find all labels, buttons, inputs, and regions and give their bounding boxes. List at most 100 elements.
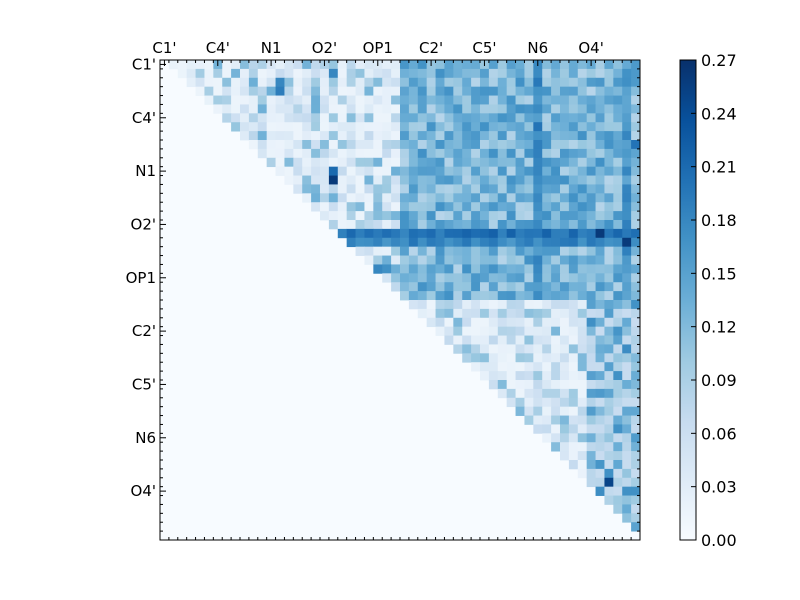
heatmap-cell <box>622 95 632 105</box>
heatmap-cell <box>595 415 605 425</box>
heatmap-cell <box>462 255 472 265</box>
heatmap-cell <box>444 193 454 203</box>
heatmap-cell <box>400 237 410 248</box>
heatmap-cell <box>462 131 472 141</box>
heatmap-cell <box>497 282 508 292</box>
heatmap-cell <box>622 255 632 265</box>
heatmap-cell <box>560 246 570 256</box>
heatmap-cell <box>480 77 490 88</box>
heatmap-cell <box>391 211 401 221</box>
heatmap-cell <box>444 184 454 194</box>
heatmap-cell <box>586 362 596 372</box>
heatmap-cell <box>462 113 472 123</box>
heatmap-cell <box>311 86 321 96</box>
heatmap-cell <box>631 255 641 265</box>
heatmap-cell <box>622 371 632 381</box>
heatmap-cell <box>533 184 543 194</box>
heatmap-cell <box>551 371 561 381</box>
heatmap-cell <box>622 468 632 479</box>
heatmap-cell <box>631 522 641 532</box>
heatmap-cell <box>320 211 330 221</box>
heatmap-cell <box>480 157 490 168</box>
heatmap-cell <box>302 95 312 105</box>
heatmap-cell <box>497 317 508 328</box>
colorbar-tick-label: 0.27 <box>701 51 737 70</box>
heatmap-cell <box>604 175 614 185</box>
heatmap-cell <box>373 166 383 176</box>
heatmap-cell <box>613 460 623 470</box>
heatmap-cell <box>471 175 481 185</box>
heatmap-cell <box>408 228 419 239</box>
heatmap-cell <box>480 237 490 248</box>
heatmap-cell <box>462 291 472 301</box>
heatmap-cell <box>622 477 632 488</box>
heatmap-cell <box>560 60 570 70</box>
heatmap-cell <box>506 104 516 114</box>
heatmap-cell <box>497 86 508 96</box>
heatmap-cell <box>213 104 223 114</box>
heatmap-cell <box>328 68 339 79</box>
heatmap-cell <box>622 317 632 328</box>
heatmap-cell <box>444 237 454 248</box>
heatmap-cell <box>560 424 570 434</box>
heatmap-cell <box>355 113 365 123</box>
heatmap-cell <box>524 397 534 408</box>
heatmap-cell <box>524 228 534 239</box>
heatmap-cell <box>524 380 534 390</box>
heatmap-cell <box>222 77 232 88</box>
heatmap-cell <box>604 442 614 452</box>
heatmap-cell <box>533 175 543 185</box>
heatmap-cell <box>488 166 499 176</box>
heatmap-cell <box>364 202 374 212</box>
heatmap-cell <box>373 246 383 256</box>
heatmap-cell <box>595 344 605 354</box>
heatmap-cell <box>453 211 463 221</box>
heatmap-cell <box>595 442 605 452</box>
heatmap-cell <box>622 326 632 336</box>
heatmap-cell <box>631 442 641 452</box>
x-tick-label: N6 <box>527 39 548 57</box>
heatmap-cell <box>391 131 401 141</box>
heatmap-cell <box>613 291 623 301</box>
heatmap-cell <box>631 86 641 96</box>
heatmap-cell <box>302 184 312 194</box>
heatmap-cell <box>497 148 508 159</box>
heatmap-cell <box>453 282 463 292</box>
heatmap-cell <box>480 326 490 336</box>
heatmap-cell <box>488 104 499 114</box>
heatmap-cell <box>488 317 499 328</box>
heatmap-cell <box>426 211 436 221</box>
heatmap-cell <box>622 335 632 345</box>
heatmap-cell <box>355 77 365 88</box>
heatmap-cell <box>337 140 348 150</box>
heatmap-cell <box>346 86 356 96</box>
heatmap-cell <box>364 237 374 248</box>
heatmap-cell <box>435 202 445 212</box>
heatmap-cell <box>435 77 445 88</box>
heatmap-cell <box>293 86 303 96</box>
heatmap-cell <box>293 166 303 176</box>
heatmap-cell <box>471 264 481 274</box>
heatmap-cell <box>506 344 516 354</box>
heatmap-cell <box>293 95 303 105</box>
heatmap-cell <box>400 131 410 141</box>
heatmap-cell <box>488 344 499 354</box>
heatmap-cell <box>560 166 570 176</box>
heatmap-cell <box>631 131 641 141</box>
heatmap-cell <box>506 202 516 212</box>
heatmap-cell <box>586 157 596 168</box>
x-tick-label: O2' <box>312 39 337 57</box>
x-tick-label: C1' <box>152 39 176 57</box>
heatmap-cell <box>604 300 614 310</box>
heatmap-cell <box>533 282 543 292</box>
heatmap-cell <box>346 77 356 88</box>
heatmap-cell <box>533 388 543 399</box>
heatmap-cell <box>373 77 383 88</box>
heatmap-cell <box>497 193 508 203</box>
heatmap-cell <box>515 282 525 292</box>
heatmap-cell <box>435 300 445 310</box>
heatmap-cell <box>257 113 268 123</box>
heatmap-cell <box>453 166 463 176</box>
heatmap-cell <box>542 122 552 132</box>
heatmap-cell <box>577 335 588 345</box>
